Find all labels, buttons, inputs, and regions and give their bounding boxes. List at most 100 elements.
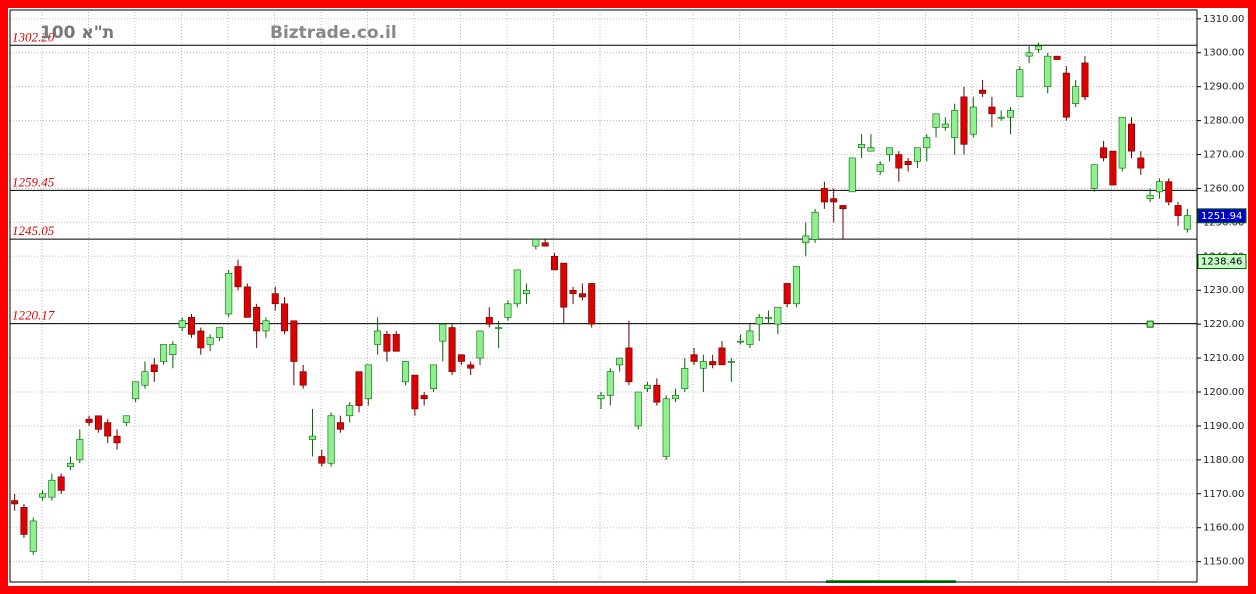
candle-body bbox=[1109, 150, 1117, 186]
candle-body bbox=[560, 262, 568, 308]
candle-body bbox=[951, 110, 959, 138]
candle-body bbox=[457, 354, 465, 362]
candle-body bbox=[1062, 72, 1070, 118]
candle-body bbox=[597, 395, 605, 400]
candle-body bbox=[876, 164, 884, 172]
candle-body bbox=[588, 283, 596, 325]
candle-body bbox=[20, 507, 28, 535]
candle-body bbox=[420, 395, 428, 400]
candle-body bbox=[848, 157, 856, 193]
y-tick-label: 1260.00 bbox=[1203, 183, 1244, 194]
y-tick-label: 1220.00 bbox=[1203, 319, 1244, 330]
candle-body bbox=[1081, 62, 1089, 98]
candle-body bbox=[653, 384, 661, 403]
candle-body bbox=[1044, 55, 1052, 87]
candle-body bbox=[448, 327, 456, 372]
candle-body bbox=[904, 161, 912, 166]
candle-body bbox=[737, 340, 745, 343]
chart-subtitle: Biztrade.co.il bbox=[270, 23, 397, 43]
candle-body bbox=[234, 266, 242, 288]
candle-body bbox=[578, 293, 586, 298]
y-tick-label: 1280.00 bbox=[1203, 116, 1244, 127]
plot-border bbox=[9, 9, 1198, 583]
candle-body bbox=[364, 364, 372, 400]
candle-body bbox=[774, 306, 782, 325]
level-label: 1245.05 bbox=[12, 223, 55, 238]
candle-body bbox=[941, 123, 949, 128]
candle-body bbox=[495, 327, 503, 329]
price-label: 1238.46 bbox=[1201, 257, 1242, 268]
candle-body bbox=[150, 364, 158, 372]
candle-body bbox=[104, 422, 112, 437]
price-label: 1251.94 bbox=[1201, 211, 1242, 222]
candle-body bbox=[215, 327, 223, 339]
candle-body bbox=[969, 106, 977, 135]
candle-body bbox=[439, 323, 447, 342]
candle-body bbox=[1183, 215, 1191, 230]
candle-body bbox=[383, 334, 391, 352]
candle-body bbox=[253, 306, 261, 332]
candle-body bbox=[243, 286, 251, 318]
candle-body bbox=[690, 354, 698, 362]
candle-body bbox=[504, 303, 512, 318]
alert-marker bbox=[1146, 320, 1154, 328]
candle-body bbox=[485, 317, 493, 325]
candle-body bbox=[141, 371, 149, 386]
candle-body bbox=[1128, 123, 1136, 152]
candle-body bbox=[355, 371, 363, 406]
candle-body bbox=[532, 239, 540, 247]
y-tick-label: 1270.00 bbox=[1203, 150, 1244, 161]
candle-body bbox=[550, 256, 558, 271]
level-label: 1220.17 bbox=[12, 308, 55, 323]
candle-body bbox=[699, 361, 707, 369]
candle-body bbox=[327, 415, 335, 464]
candle-body bbox=[187, 317, 195, 335]
candle-body bbox=[858, 144, 866, 149]
candle-body bbox=[839, 205, 847, 210]
candle-body bbox=[811, 211, 819, 240]
level-label: 1259.45 bbox=[12, 174, 55, 189]
candle-body bbox=[923, 137, 931, 149]
candle-body bbox=[66, 462, 74, 467]
candle-body bbox=[1174, 205, 1182, 216]
price-label-box bbox=[1197, 208, 1247, 224]
y-tick-label: 1230.00 bbox=[1203, 285, 1244, 296]
candle-body bbox=[718, 347, 726, 366]
candle-body bbox=[11, 500, 19, 505]
candle-body bbox=[476, 330, 484, 359]
candle-body bbox=[262, 320, 270, 332]
candle-body bbox=[765, 317, 773, 319]
candle-body bbox=[1165, 181, 1173, 203]
candle-body bbox=[523, 289, 531, 294]
candle-body bbox=[48, 479, 56, 498]
candle-body bbox=[225, 272, 233, 315]
candle-body bbox=[57, 476, 65, 491]
y-tick-label: 1290.00 bbox=[1203, 82, 1244, 93]
candle-body bbox=[374, 330, 382, 345]
candle-body bbox=[178, 320, 186, 328]
candle-body bbox=[671, 395, 679, 400]
candle-body bbox=[895, 154, 903, 169]
candle-body bbox=[467, 364, 475, 369]
y-tick-label: 1300.00 bbox=[1203, 48, 1244, 59]
candle-body bbox=[336, 422, 344, 430]
candle-body bbox=[1007, 110, 1015, 118]
candle-body bbox=[644, 384, 652, 389]
candle-body bbox=[820, 188, 828, 203]
candle-body bbox=[625, 347, 633, 383]
candle-body bbox=[197, 330, 205, 349]
candle-body bbox=[1118, 116, 1126, 169]
candle-body bbox=[616, 357, 624, 366]
candle-body bbox=[783, 283, 791, 305]
candle-body bbox=[1146, 194, 1154, 199]
candle-body bbox=[132, 381, 140, 400]
candle-body bbox=[76, 439, 84, 461]
candle-body bbox=[960, 96, 968, 145]
candle-body bbox=[886, 147, 894, 155]
candle-body bbox=[1034, 45, 1042, 50]
candle-body bbox=[802, 235, 810, 244]
candle-body bbox=[1090, 164, 1098, 189]
candle-body bbox=[160, 344, 168, 362]
candle-body bbox=[988, 106, 996, 115]
